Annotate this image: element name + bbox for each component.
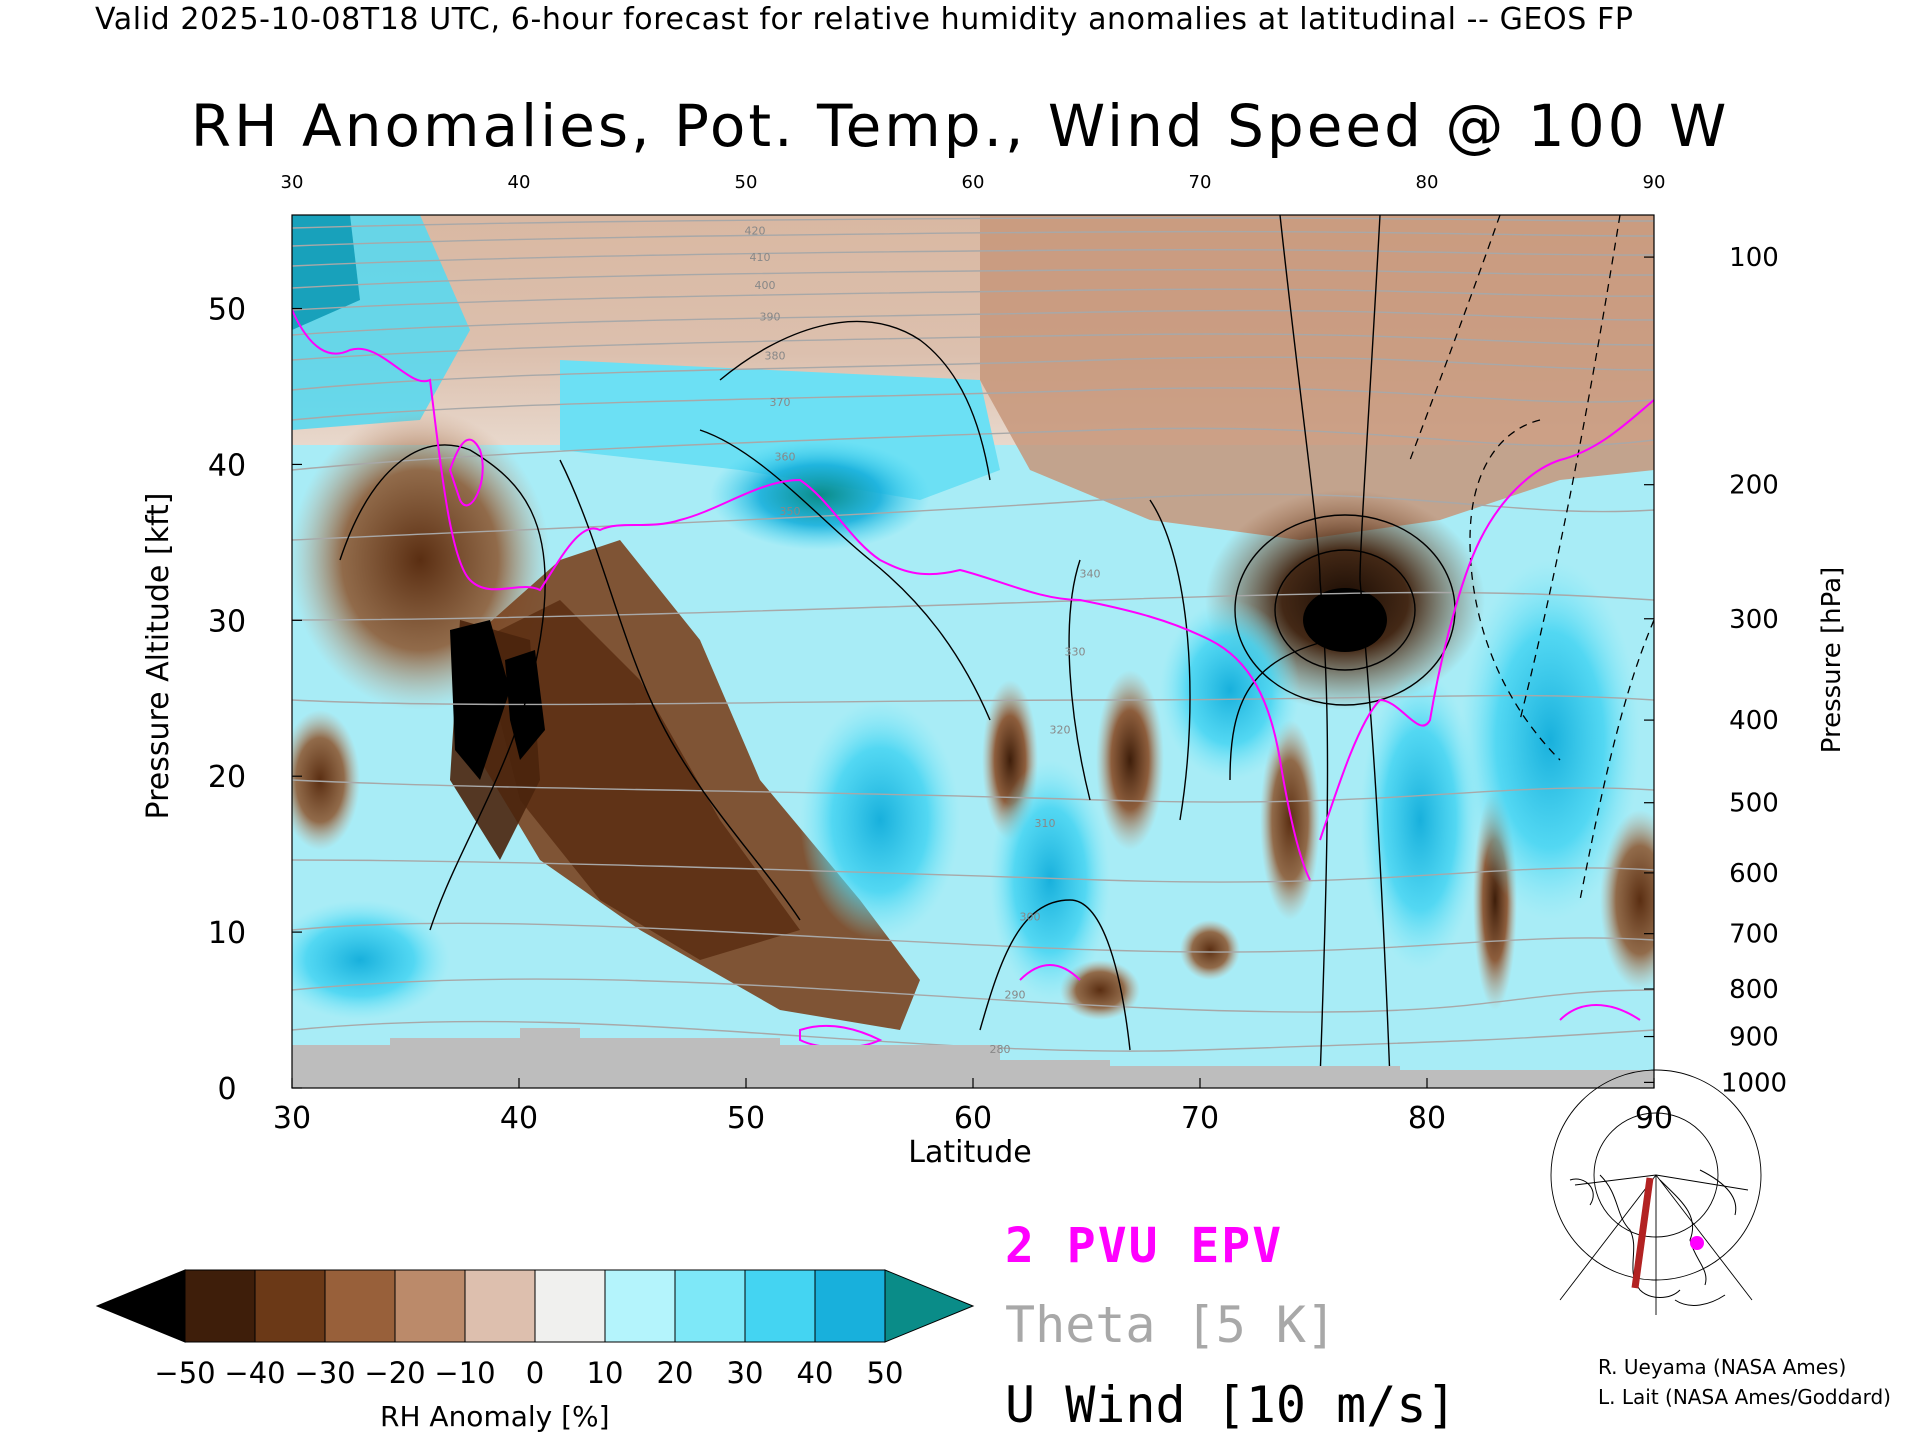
colorbar-segment [254, 1269, 326, 1343]
y-tick-label: 40 [208, 448, 246, 483]
inset-map-marker [1690, 1236, 1704, 1250]
theta-contour-labels: 280 290 300 310 320 330 340 350 360 370 380 390 400 4… [745, 225, 1101, 1056]
validity-line: Valid 2025-10-08T18 UTC, 6-hour forecast… [95, 2, 1634, 37]
credit-line-1: R. Ueyama (NASA Ames) [1598, 1355, 1847, 1379]
legend-u-wind: U Wind [10 m/s] [1005, 1376, 1457, 1434]
pressure-tick-label: 900 [1729, 1023, 1779, 1053]
colorbar-tick-label: 20 [657, 1356, 694, 1390]
colorbar-segment [394, 1269, 466, 1343]
inset-map-coastlines [1569, 1169, 1737, 1306]
chart-title: RH Anomalies, Pot. Temp., Wind Speed @ 1… [190, 92, 1730, 160]
colorbar-label: RH Anomaly [%] [380, 1400, 610, 1433]
theta-label: 400 [755, 279, 776, 292]
colorbar-tick-label: −30 [294, 1356, 355, 1390]
pressure-tick-label: 1000 [1721, 1068, 1787, 1098]
x-tick-label: 30 [273, 1101, 311, 1136]
colorbar-segment [674, 1269, 746, 1343]
pressure-tick-label: 600 [1729, 859, 1779, 889]
colorbar-tick-label: 40 [797, 1356, 834, 1390]
x-top-tick-label: 90 [1643, 172, 1666, 193]
y-axis-left: 0 10 20 30 40 50 [208, 293, 302, 1107]
theta-label: 320 [1050, 723, 1071, 736]
pressure-tick-label: 200 [1729, 471, 1779, 501]
pressure-tick-label: 100 [1729, 243, 1779, 273]
x-tick-label: 50 [727, 1101, 765, 1136]
pressure-tick-label: 400 [1729, 706, 1779, 736]
theta-label: 360 [775, 451, 796, 464]
x-top-tick-label: 80 [1416, 172, 1439, 193]
x-axis-top: 30 40 50 60 70 80 90 [281, 172, 1666, 193]
pressure-tick-label: 500 [1729, 789, 1779, 819]
y-axis-right: 1000 900 800 700 600 500 400 300 200 100 [1644, 243, 1787, 1098]
y-tick-label: 10 [208, 916, 246, 951]
x-tick-label: 40 [500, 1101, 538, 1136]
colorbar-tick-label: 50 [867, 1356, 904, 1390]
theta-contours [292, 217, 1654, 1052]
y-tick-label: 20 [208, 760, 246, 795]
colorbar-tick-label: −10 [434, 1356, 495, 1390]
colorbar-segment [184, 1269, 256, 1343]
theta-label: 380 [765, 349, 786, 362]
theta-label: 290 [1005, 988, 1026, 1001]
credit-line-2: L. Lait (NASA Ames/Goddard) [1598, 1385, 1891, 1409]
colorbar: −50 −40 −30 −20 −10 0 10 20 30 40 50 [95, 1269, 975, 1390]
x-tick-label: 60 [954, 1101, 992, 1136]
pressure-tick-label: 300 [1729, 605, 1779, 635]
y-tick-label: 0 [217, 1072, 236, 1107]
x-top-tick-label: 60 [962, 172, 985, 193]
u-wind-contours [339, 215, 1456, 1081]
theta-label: 420 [745, 225, 766, 238]
theta-label: 340 [1080, 568, 1101, 581]
u-wind-negative-contours [1409, 215, 1654, 901]
colorbar-tick-label: 30 [727, 1356, 764, 1390]
theta-label: 370 [770, 396, 791, 409]
theta-label: 350 [780, 505, 801, 518]
colorbar-over-triangle [884, 1269, 975, 1343]
colorbar-segment [604, 1269, 676, 1343]
x-tick-label: 70 [1181, 1101, 1219, 1136]
x-axis-bottom: 30 40 50 60 70 80 90 [273, 1078, 1673, 1136]
theta-label: 310 [1035, 817, 1056, 830]
x-tick-label: 90 [1635, 1101, 1673, 1136]
colorbar-tick-label: 0 [526, 1356, 544, 1390]
x-top-tick-label: 30 [281, 172, 304, 193]
colorbar-segment [324, 1269, 396, 1343]
pressure-tick-label: 700 [1729, 920, 1779, 950]
colorbar-under-triangle [95, 1269, 186, 1343]
rh-anomaly-field [292, 215, 1654, 1088]
colorbar-tick-label: −50 [154, 1356, 215, 1390]
y-tick-label: 50 [208, 293, 246, 328]
colorbar-segment [744, 1269, 816, 1343]
colorbar-tick-label: 10 [587, 1356, 624, 1390]
credits: R. Ueyama (NASA Ames) L. Lait (NASA Ames… [1598, 1352, 1891, 1412]
x-top-tick-label: 70 [1189, 172, 1212, 193]
colorbar-tick-label: −20 [364, 1356, 425, 1390]
legend-theta: Theta [5 K] [1005, 1296, 1337, 1354]
y-tick-label: 30 [208, 604, 246, 639]
cross-section-line [1631, 1177, 1654, 1289]
inset-map [1550, 1069, 1762, 1315]
x-top-tick-label: 40 [508, 172, 531, 193]
colorbar-tick-label: −40 [224, 1356, 285, 1390]
theta-label: 300 [1020, 911, 1041, 924]
terrain [292, 1028, 1654, 1088]
theta-label: 390 [760, 310, 781, 323]
pressure-tick-label: 800 [1729, 975, 1779, 1005]
x-axis-label: Latitude [908, 1135, 1031, 1170]
y-axis-right-label: Pressure [hPa] [1817, 567, 1847, 754]
inset-map-graticule [1550, 1069, 1762, 1315]
overlay-legend: 2 PVU EPV Theta [5 K] U Wind [10 m/s] [1005, 1218, 1457, 1434]
legend-epv: 2 PVU EPV [1005, 1218, 1284, 1274]
theta-label: 330 [1065, 646, 1086, 659]
colorbar-segment [464, 1269, 536, 1343]
x-top-tick-label: 50 [735, 172, 758, 193]
colorbar-segment [814, 1269, 886, 1343]
theta-label: 280 [990, 1043, 1011, 1056]
y-axis-left-label: Pressure Altitude [kft] [141, 493, 176, 820]
theta-label: 410 [750, 251, 771, 264]
x-tick-label: 80 [1408, 1101, 1446, 1136]
colorbar-segment [534, 1269, 606, 1343]
